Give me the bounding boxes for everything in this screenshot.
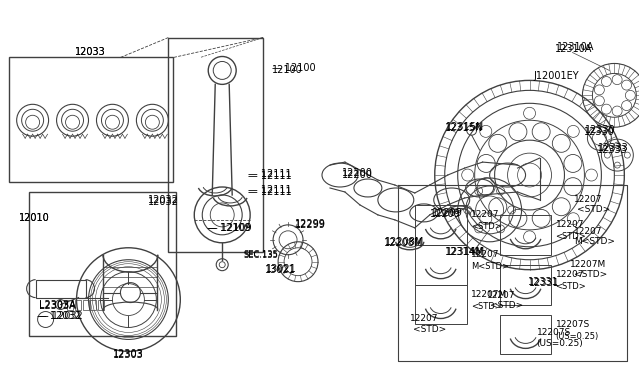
Text: (US=0.25): (US=0.25) <box>556 332 599 341</box>
Text: 12207M: 12207M <box>470 290 507 299</box>
Text: 12200: 12200 <box>342 170 373 180</box>
Text: 12209: 12209 <box>432 208 463 218</box>
Text: — 12111: — 12111 <box>248 185 292 195</box>
Bar <box>500 265 552 305</box>
Text: — 12111: — 12111 <box>248 169 292 179</box>
Text: 12330: 12330 <box>584 127 615 137</box>
Text: 12331: 12331 <box>529 278 559 288</box>
Bar <box>67 299 72 310</box>
Text: 12207: 12207 <box>410 314 438 323</box>
Text: 12207S: 12207S <box>556 320 589 329</box>
Text: <STD>: <STD> <box>556 282 586 291</box>
Bar <box>415 205 467 245</box>
Text: 12207: 12207 <box>556 220 584 230</box>
Text: 12207: 12207 <box>486 291 515 300</box>
Text: 12314M: 12314M <box>445 247 485 257</box>
Text: L2303A: L2303A <box>38 301 76 311</box>
Text: 12333: 12333 <box>598 143 629 153</box>
Text: 12010: 12010 <box>19 213 49 223</box>
Text: — 12111: — 12111 <box>248 187 292 197</box>
Text: 13021: 13021 <box>266 264 297 274</box>
Bar <box>36 280 86 298</box>
Text: 12200: 12200 <box>342 168 373 178</box>
Text: <STD>: <STD> <box>413 325 446 334</box>
Bar <box>83 299 88 310</box>
Text: 12303: 12303 <box>113 349 144 359</box>
Text: <STD>: <STD> <box>556 232 586 241</box>
Bar <box>500 314 552 355</box>
Bar <box>9 58 173 182</box>
Text: 12310A: 12310A <box>554 44 592 54</box>
Text: J12001EY: J12001EY <box>534 71 579 81</box>
Bar <box>415 285 467 324</box>
Text: 12330: 12330 <box>586 125 616 135</box>
Bar <box>29 192 176 336</box>
Text: <STD>: <STD> <box>470 302 501 311</box>
Text: 12209: 12209 <box>430 209 461 219</box>
Text: 12333: 12333 <box>597 145 628 155</box>
Text: M<STD>: M<STD> <box>575 237 616 246</box>
Text: <STD>: <STD> <box>577 205 611 214</box>
Text: 12207: 12207 <box>556 270 584 279</box>
Text: SEC.135: SEC.135 <box>243 250 278 259</box>
Text: <STD>: <STD> <box>490 301 523 310</box>
Text: 12315N: 12315N <box>445 122 484 132</box>
Text: 12303: 12303 <box>113 350 144 360</box>
Text: 12208M: 12208M <box>385 237 424 247</box>
Text: 13021: 13021 <box>265 265 296 275</box>
Bar <box>500 215 552 255</box>
Text: 12299: 12299 <box>295 219 326 229</box>
Text: 12315N: 12315N <box>445 123 483 133</box>
Text: <STD>: <STD> <box>470 222 501 231</box>
Text: — 12109: — 12109 <box>207 223 251 233</box>
Text: — 12032: — 12032 <box>38 311 83 321</box>
Bar <box>74 299 81 310</box>
Bar <box>415 245 467 285</box>
Text: 12207: 12207 <box>470 250 499 259</box>
Text: — 12111: — 12111 <box>248 171 292 181</box>
Text: 12033: 12033 <box>75 46 106 57</box>
Text: <STD>: <STD> <box>575 270 608 279</box>
Bar <box>99 299 104 310</box>
Text: 12310A: 12310A <box>557 42 594 52</box>
Text: 12032: 12032 <box>148 197 179 207</box>
Text: 12207M: 12207M <box>570 260 605 269</box>
Text: 12207S: 12207S <box>536 328 571 337</box>
Text: — 12032: — 12032 <box>36 311 81 321</box>
Text: 12314M: 12314M <box>445 247 484 257</box>
Text: — 12109: — 12109 <box>208 223 252 233</box>
Text: 12207: 12207 <box>575 227 603 236</box>
Text: 12032: 12032 <box>148 195 179 205</box>
Text: (US=0.25): (US=0.25) <box>536 339 583 348</box>
Text: 12033: 12033 <box>75 46 106 57</box>
Text: 12208M: 12208M <box>384 238 423 248</box>
Text: SEC.135: SEC.135 <box>243 251 278 260</box>
Text: L2303A: L2303A <box>38 299 76 310</box>
Text: 12100: 12100 <box>272 65 303 76</box>
Text: M<STD>: M<STD> <box>470 262 509 271</box>
Text: — 12100: — 12100 <box>272 64 316 73</box>
Text: 12331: 12331 <box>527 277 558 287</box>
Text: 12299: 12299 <box>295 220 326 230</box>
Bar <box>90 299 97 310</box>
Text: 12010: 12010 <box>19 213 49 223</box>
Bar <box>168 38 263 252</box>
Text: 12207: 12207 <box>470 211 499 219</box>
Text: 12207: 12207 <box>575 195 603 205</box>
